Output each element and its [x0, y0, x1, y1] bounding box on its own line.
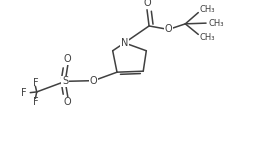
Text: N: N — [121, 38, 128, 48]
Text: CH₃: CH₃ — [209, 19, 224, 28]
Text: CH₃: CH₃ — [200, 33, 215, 42]
Text: F: F — [33, 78, 38, 88]
Text: O: O — [165, 25, 172, 35]
Text: O: O — [64, 54, 72, 64]
Text: O: O — [143, 0, 151, 8]
Text: F: F — [21, 88, 27, 98]
Text: F: F — [33, 97, 38, 107]
Text: S: S — [62, 76, 68, 86]
Text: CH₃: CH₃ — [200, 5, 215, 14]
Text: O: O — [64, 97, 72, 107]
Text: O: O — [90, 76, 98, 86]
